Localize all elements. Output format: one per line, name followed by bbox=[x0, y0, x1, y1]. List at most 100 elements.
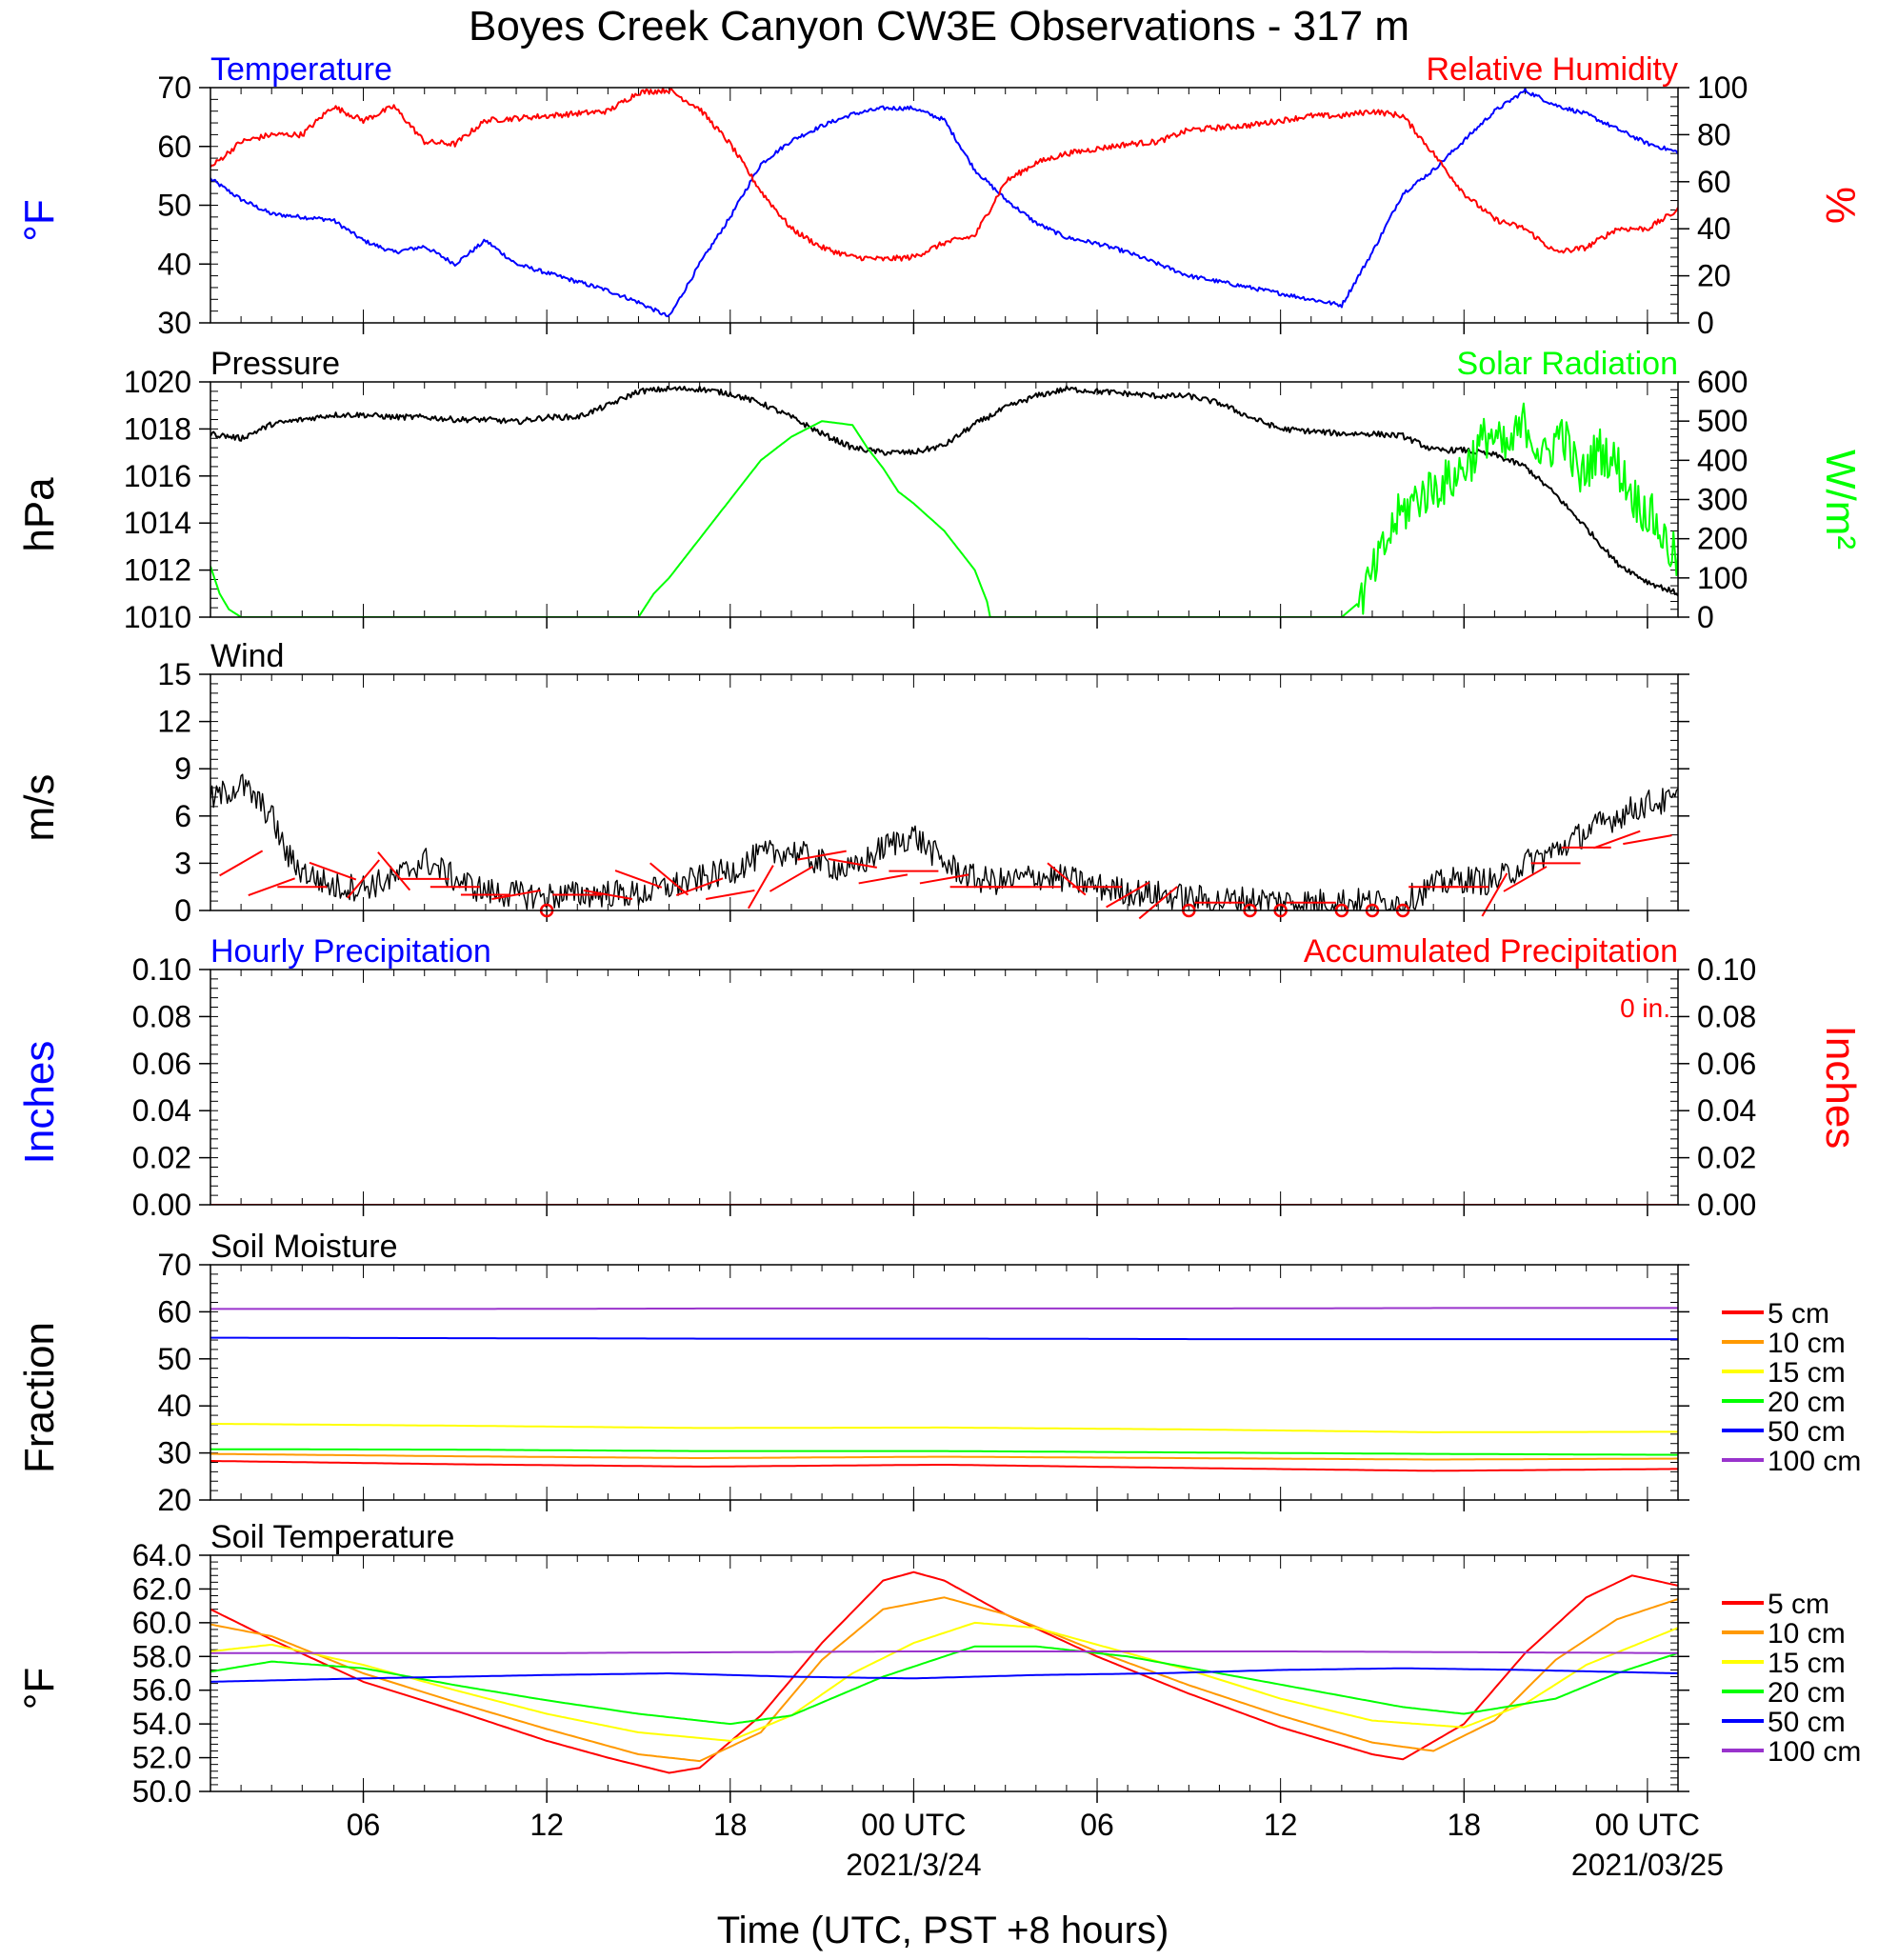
wind-barb bbox=[1106, 881, 1150, 909]
left-tick-label: 12 bbox=[157, 705, 191, 739]
panel-left-title: Soil Moisture bbox=[210, 1229, 398, 1265]
wind-barb bbox=[377, 851, 411, 891]
left-tick-label: 0.04 bbox=[132, 1093, 191, 1128]
left-axis-label: hPa bbox=[16, 477, 63, 552]
right-tick-label: 0.10 bbox=[1697, 952, 1756, 987]
panel-soil_temp: 50.052.054.056.058.060.062.064.0 °F Soil T… bbox=[16, 1519, 1861, 1809]
series-group bbox=[210, 88, 1678, 318]
panel-frame bbox=[210, 381, 1679, 618]
wind-barb bbox=[705, 889, 755, 900]
series-15cm bbox=[210, 1621, 1678, 1742]
left-tick-label: 0 bbox=[174, 893, 191, 928]
left-tick-label: 1012 bbox=[124, 553, 191, 588]
left-axis-label: m/s bbox=[16, 774, 63, 842]
legend-label: 10 cm bbox=[1768, 1618, 1846, 1650]
series-group bbox=[210, 385, 1678, 617]
left-tick-label: 1016 bbox=[124, 459, 191, 493]
panel-precip: 0.00 0.02 0.04 0.06 0.08 0.10 0.00 0.02 0.04 0.06… bbox=[16, 933, 1864, 1222]
left-tick-label: 56.0 bbox=[132, 1673, 191, 1708]
wind-barb bbox=[769, 866, 813, 892]
series-100cm bbox=[210, 1307, 1678, 1310]
panel-right-title: Solar Radiation bbox=[1457, 346, 1678, 382]
left-tick-label: 40 bbox=[157, 1389, 191, 1423]
right-tick-label: 60 bbox=[1697, 165, 1731, 199]
wind-barb bbox=[797, 850, 847, 861]
legend-label: 50 cm bbox=[1768, 1707, 1846, 1738]
left-tick-label: 3 bbox=[174, 846, 191, 880]
panel-frame bbox=[210, 1264, 1679, 1501]
left-tick-label: 58.0 bbox=[132, 1639, 191, 1673]
precip-annotation: 0 in. bbox=[1620, 993, 1670, 1023]
left-axis-label: °F bbox=[16, 199, 63, 241]
panel-frame bbox=[210, 1554, 1679, 1792]
right-tick-label: 20 bbox=[1697, 259, 1731, 293]
series-wind-0 bbox=[210, 773, 1678, 910]
panel-temp_rh: 30 40 50 60 70 0 20 40 60 80 100 °F % Temperature Rela… bbox=[16, 51, 1864, 340]
right-tick-label: 100 bbox=[1697, 70, 1748, 105]
left-tick-label: 30 bbox=[157, 306, 191, 340]
panel-frame bbox=[210, 87, 1679, 324]
series-50cm bbox=[210, 1336, 1678, 1341]
wind-barb bbox=[614, 870, 663, 889]
right-tick-label: 0.06 bbox=[1697, 1047, 1756, 1081]
x-tick-label: 00 UTC bbox=[861, 1808, 966, 1842]
x-tick-label: 18 bbox=[713, 1808, 748, 1842]
wind-barb bbox=[1481, 872, 1508, 917]
right-axis-label: Inches bbox=[1817, 1026, 1864, 1150]
legend-label: 5 cm bbox=[1768, 1298, 1829, 1330]
left-tick-label: 40 bbox=[157, 247, 191, 281]
left-tick-label: 1018 bbox=[124, 411, 191, 446]
right-tick-label: 0.04 bbox=[1697, 1093, 1756, 1128]
left-tick-label: 1010 bbox=[124, 600, 191, 634]
wind-barb bbox=[858, 873, 909, 885]
wind-barb bbox=[583, 889, 633, 900]
panel-right-title: Relative Humidity bbox=[1426, 51, 1678, 88]
x-tick-label: 00 UTC bbox=[1595, 1808, 1700, 1842]
wind-barb bbox=[491, 889, 541, 900]
wind-barb bbox=[675, 877, 724, 897]
legend-label: 20 cm bbox=[1768, 1677, 1846, 1709]
panel-wind: 0 3 6 9 12 15 m/s Wind bbox=[16, 638, 1689, 928]
legend-label: 100 cm bbox=[1768, 1446, 1861, 1477]
panel-left-title: Temperature bbox=[210, 51, 392, 88]
wind-barb bbox=[919, 873, 969, 885]
wind-barb bbox=[1623, 834, 1672, 846]
left-tick-label: 1014 bbox=[124, 506, 191, 540]
left-tick-label: 15 bbox=[157, 657, 191, 691]
right-tick-label: 40 bbox=[1697, 211, 1731, 246]
series-pressure_solar-1 bbox=[210, 402, 1678, 617]
wind-barb bbox=[1138, 886, 1178, 920]
right-tick-label: 0 bbox=[1697, 306, 1714, 340]
left-tick-label: 9 bbox=[174, 751, 191, 786]
left-tick-label: 6 bbox=[174, 799, 191, 833]
x-date-label: 2021/03/25 bbox=[1571, 1848, 1724, 1882]
series-5cm bbox=[210, 1570, 1678, 1774]
series-group bbox=[210, 1307, 1678, 1472]
series-pressure_solar-0 bbox=[210, 385, 1678, 597]
left-tick-label: 50.0 bbox=[132, 1774, 191, 1809]
wind-barb bbox=[748, 865, 774, 910]
legend-label: 15 cm bbox=[1768, 1357, 1846, 1389]
right-tick-label: 0.08 bbox=[1697, 999, 1756, 1033]
x-tick-label: 18 bbox=[1447, 1808, 1481, 1842]
series-10cm bbox=[210, 1452, 1678, 1461]
left-tick-label: 0.02 bbox=[132, 1141, 191, 1175]
right-axis-label: W/m² bbox=[1817, 450, 1864, 550]
left-axis-label: Fraction bbox=[16, 1322, 63, 1473]
left-tick-label: 62.0 bbox=[132, 1571, 191, 1606]
x-axis-label: Time (UTC, PST +8 hours) bbox=[717, 1910, 1169, 1951]
right-tick-label: 80 bbox=[1697, 117, 1731, 151]
right-tick-label: 500 bbox=[1697, 404, 1748, 438]
wind-barb bbox=[347, 859, 380, 899]
left-tick-label: 60.0 bbox=[132, 1606, 191, 1640]
left-tick-label: 0.10 bbox=[132, 952, 191, 987]
panel-right-title: Accumulated Precipitation bbox=[1304, 933, 1678, 970]
left-tick-label: 0.06 bbox=[132, 1047, 191, 1081]
panel-left-title: Soil Temperature bbox=[210, 1519, 454, 1555]
left-tick-label: 70 bbox=[157, 70, 191, 105]
left-tick-label: 52.0 bbox=[132, 1741, 191, 1775]
x-tick-label: 06 bbox=[347, 1808, 381, 1842]
